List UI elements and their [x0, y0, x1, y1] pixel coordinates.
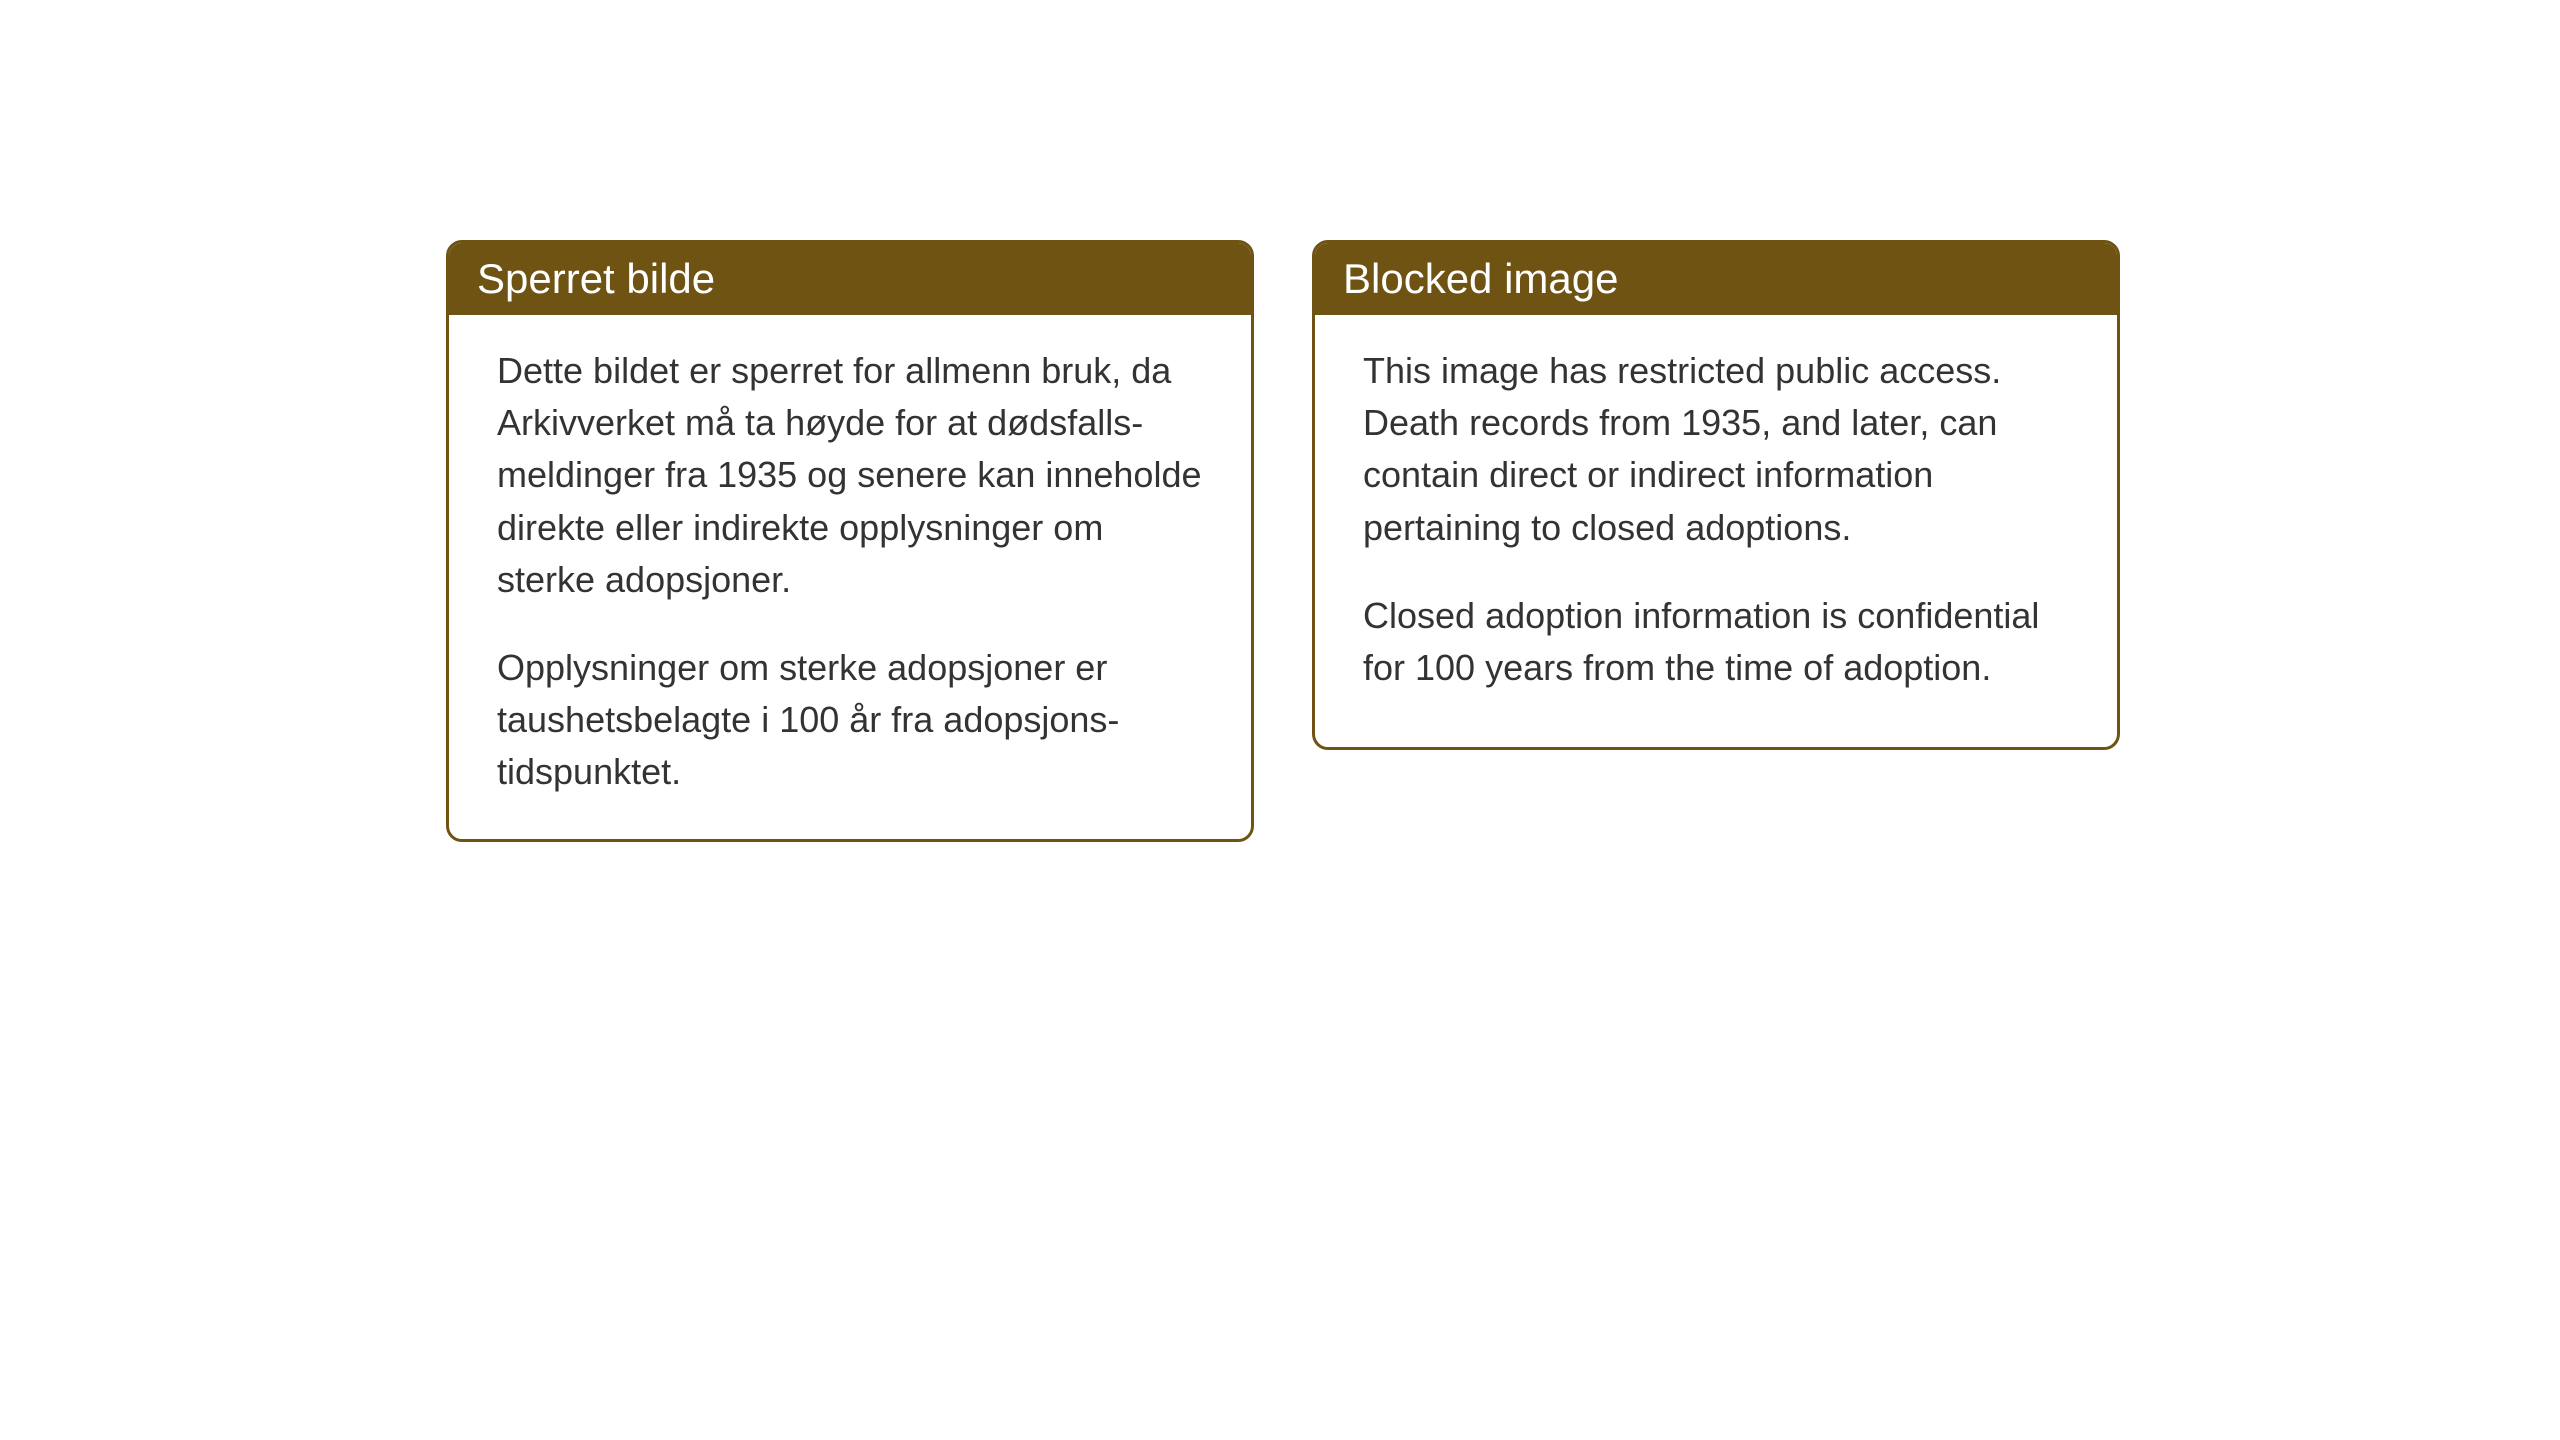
norwegian-card-body: Dette bildet er sperret for allmenn bruk…	[449, 315, 1251, 839]
norwegian-notice-card: Sperret bilde Dette bildet er sperret fo…	[446, 240, 1254, 842]
norwegian-paragraph-1: Dette bildet er sperret for allmenn bruk…	[497, 345, 1203, 606]
english-card-title: Blocked image	[1315, 243, 2117, 315]
notice-cards-container: Sperret bilde Dette bildet er sperret fo…	[446, 240, 2120, 842]
english-paragraph-1: This image has restricted public access.…	[1363, 345, 2069, 554]
english-paragraph-2: Closed adoption information is confident…	[1363, 590, 2069, 694]
norwegian-paragraph-2: Opplysninger om sterke adopsjoner er tau…	[497, 642, 1203, 799]
english-card-body: This image has restricted public access.…	[1315, 315, 2117, 734]
norwegian-card-title: Sperret bilde	[449, 243, 1251, 315]
english-notice-card: Blocked image This image has restricted …	[1312, 240, 2120, 750]
